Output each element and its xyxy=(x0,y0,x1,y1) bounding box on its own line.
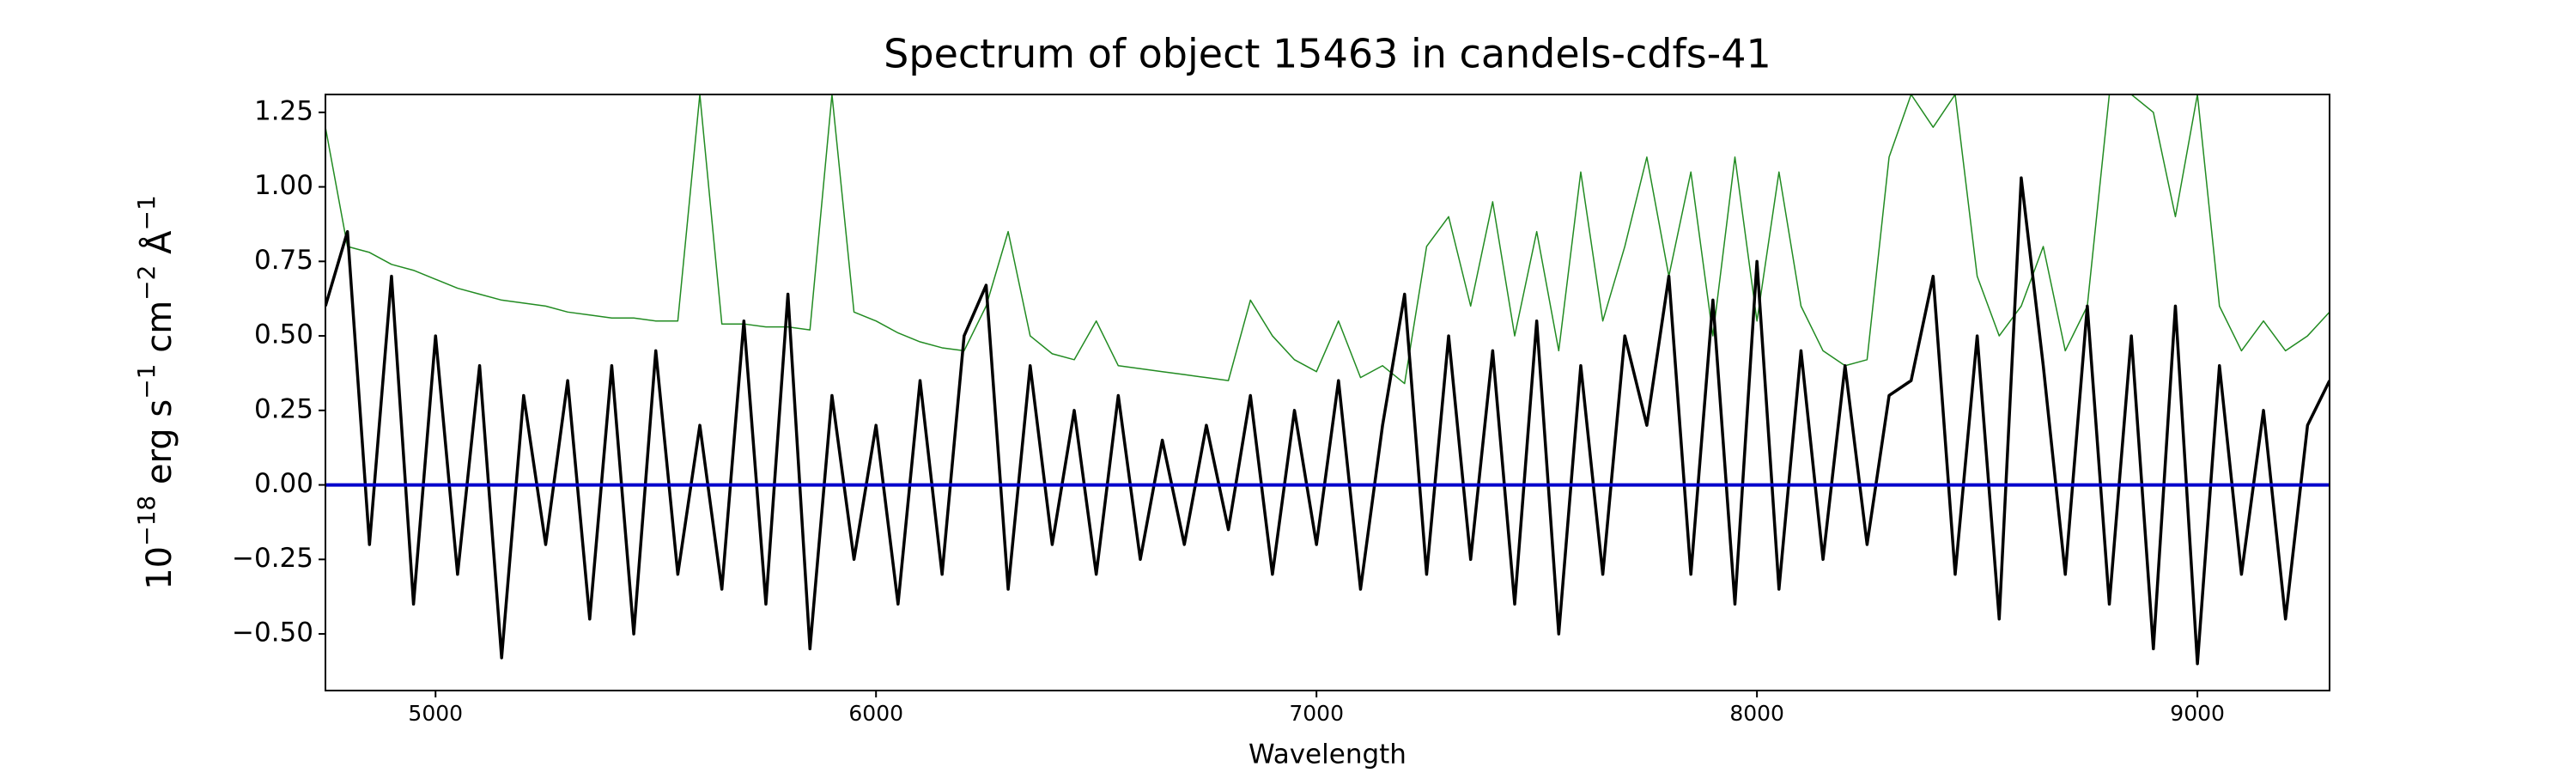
y-axis-label-part: −1 xyxy=(132,195,161,230)
plot-area xyxy=(325,94,2330,666)
y-tick-label: 0.25 xyxy=(254,393,313,424)
y-tick-label: 1.25 xyxy=(254,95,313,126)
y-axis-label-part: Å xyxy=(138,230,179,265)
x-tick-label: 5000 xyxy=(408,701,463,726)
y-tick-label: 0.50 xyxy=(254,320,313,350)
y-tick-label: 0.00 xyxy=(254,468,313,499)
y-tick-label: −0.25 xyxy=(232,543,313,574)
y-tick-label: −0.50 xyxy=(232,618,313,648)
plot-frame xyxy=(325,94,2330,691)
x-tick-label: 7000 xyxy=(1289,701,1344,726)
x-tick-label: 6000 xyxy=(848,701,903,726)
series-line xyxy=(325,176,2330,666)
series-line xyxy=(325,94,2330,385)
y-axis-label: 10−18 erg s−1 cm−2 Å−1 xyxy=(132,195,180,590)
chart-title: Spectrum of object 15463 in candels-cdfs… xyxy=(884,31,1771,77)
y-axis-label-part: cm xyxy=(140,301,179,364)
x-tick-label: 8000 xyxy=(1729,701,1784,726)
x-axis-label: Wavelength xyxy=(1249,740,1406,770)
x-tick-label: 9000 xyxy=(2170,701,2225,726)
y-axis-label-part: −2 xyxy=(132,265,161,301)
y-axis-label-part: erg s xyxy=(140,399,179,496)
y-axis-label-part: −18 xyxy=(132,496,161,546)
y-tick-label: 0.75 xyxy=(254,245,313,276)
y-axis-label-part: 10 xyxy=(140,546,179,590)
y-axis-label-part: −1 xyxy=(132,364,161,399)
y-tick-label: 1.00 xyxy=(254,170,313,201)
